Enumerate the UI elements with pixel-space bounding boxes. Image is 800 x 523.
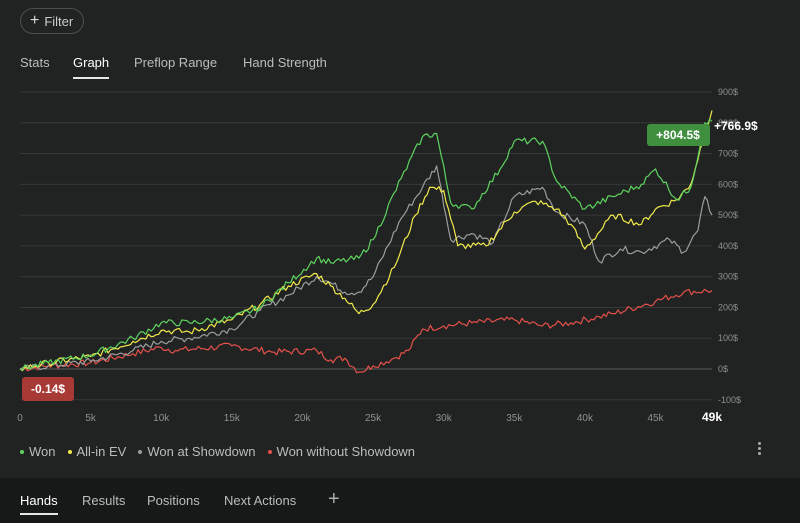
y-tick-label: 100$ (718, 333, 738, 343)
x-tick-label: 30k (436, 413, 453, 424)
legend-item-won-at-showdown[interactable]: Won at Showdown (138, 444, 256, 459)
x-tick-label: 49k (702, 410, 722, 424)
end-value-ev: +766.9$ (714, 119, 758, 133)
axis-ticks: 900$ 800$ 700$ 600$ 500$ 400$ 300$ 200$ 100$ 0$ -1… (17, 87, 741, 424)
series-lines (19, 110, 713, 374)
tab-graph[interactable]: Graph (73, 55, 110, 79)
y-tick-label: -100$ (718, 395, 741, 405)
legend-label: Won (29, 444, 56, 459)
more-options-icon[interactable] (754, 440, 764, 460)
y-tick-label: 500$ (718, 210, 738, 220)
series-line (19, 118, 713, 371)
legend-dot (138, 449, 143, 454)
end-value-won: +804.5$ (656, 128, 700, 142)
x-tick-label: 45k (647, 413, 664, 424)
tab-results[interactable]: Results (82, 493, 126, 508)
legend-dot (67, 449, 72, 454)
legend-label: Won without Showdown (276, 444, 416, 459)
tab-positions[interactable]: Positions (147, 493, 200, 508)
x-tick-label: 40k (577, 413, 594, 424)
x-tick-label: 15k (224, 413, 241, 424)
x-tick-label: 25k (365, 413, 382, 424)
legend-label: All-in EV (76, 444, 127, 459)
legend-item-won[interactable]: Won (20, 444, 56, 459)
main-panel: + Filter Stats Graph Preflop Range Hand … (0, 8, 800, 460)
tab-hand-strength[interactable]: Hand Strength (243, 55, 327, 70)
y-tick-label: 200$ (718, 302, 738, 312)
y-tick-label: 400$ (718, 241, 738, 251)
x-tick-label: 20k (294, 413, 311, 424)
legend-dot (267, 449, 272, 454)
add-tab-button[interactable]: + (328, 488, 340, 510)
tab-stats[interactable]: Stats (20, 55, 50, 70)
tab-preflop-range[interactable]: Preflop Range (134, 55, 218, 70)
grid (20, 91, 712, 401)
y-tick-label: 300$ (718, 272, 738, 282)
legend-label: Won at Showdown (147, 444, 256, 459)
plus-icon: + (30, 12, 40, 29)
x-tick-label: 0 (17, 413, 23, 424)
bottom-tab-bar: Hands Results Positions Next Actions + (0, 478, 800, 523)
y-tick-label: 600$ (718, 179, 738, 189)
filter-button[interactable]: + Filter (20, 8, 84, 34)
y-tick-label: 900$ (718, 87, 738, 97)
start-value-label: -0.14$ (31, 382, 65, 396)
x-tick-label: 35k (506, 413, 523, 424)
results-graph[interactable]: 900$ 800$ 700$ 600$ 500$ 400$ 300$ 200$ 100$ 0$ -1… (0, 82, 800, 432)
x-tick-label: 5k (85, 413, 97, 424)
filter-label: Filter (44, 13, 74, 29)
series-line (19, 288, 713, 374)
start-value-badge (22, 377, 74, 401)
y-tick-label: 700$ (718, 149, 738, 159)
series-line (19, 165, 713, 371)
x-tick-label: 10k (153, 413, 170, 424)
y-tick-label: 0$ (718, 364, 728, 374)
legend-item-all-in-ev[interactable]: All-in EV (67, 444, 127, 459)
legend: Won All-in EV Won at Showdown Won withou… (20, 444, 427, 459)
legend-item-won-without-showdown[interactable]: Won without Showdown (267, 444, 416, 459)
end-value-badge (647, 124, 710, 146)
tab-hands[interactable]: Hands (20, 493, 58, 515)
annotations: +804.5$ +766.9$ -0.14$ (22, 119, 758, 401)
tab-next-actions[interactable]: Next Actions (224, 493, 297, 508)
y-tick-label: 800$ (718, 118, 738, 128)
legend-dot (20, 449, 24, 454)
series-line (19, 110, 713, 372)
